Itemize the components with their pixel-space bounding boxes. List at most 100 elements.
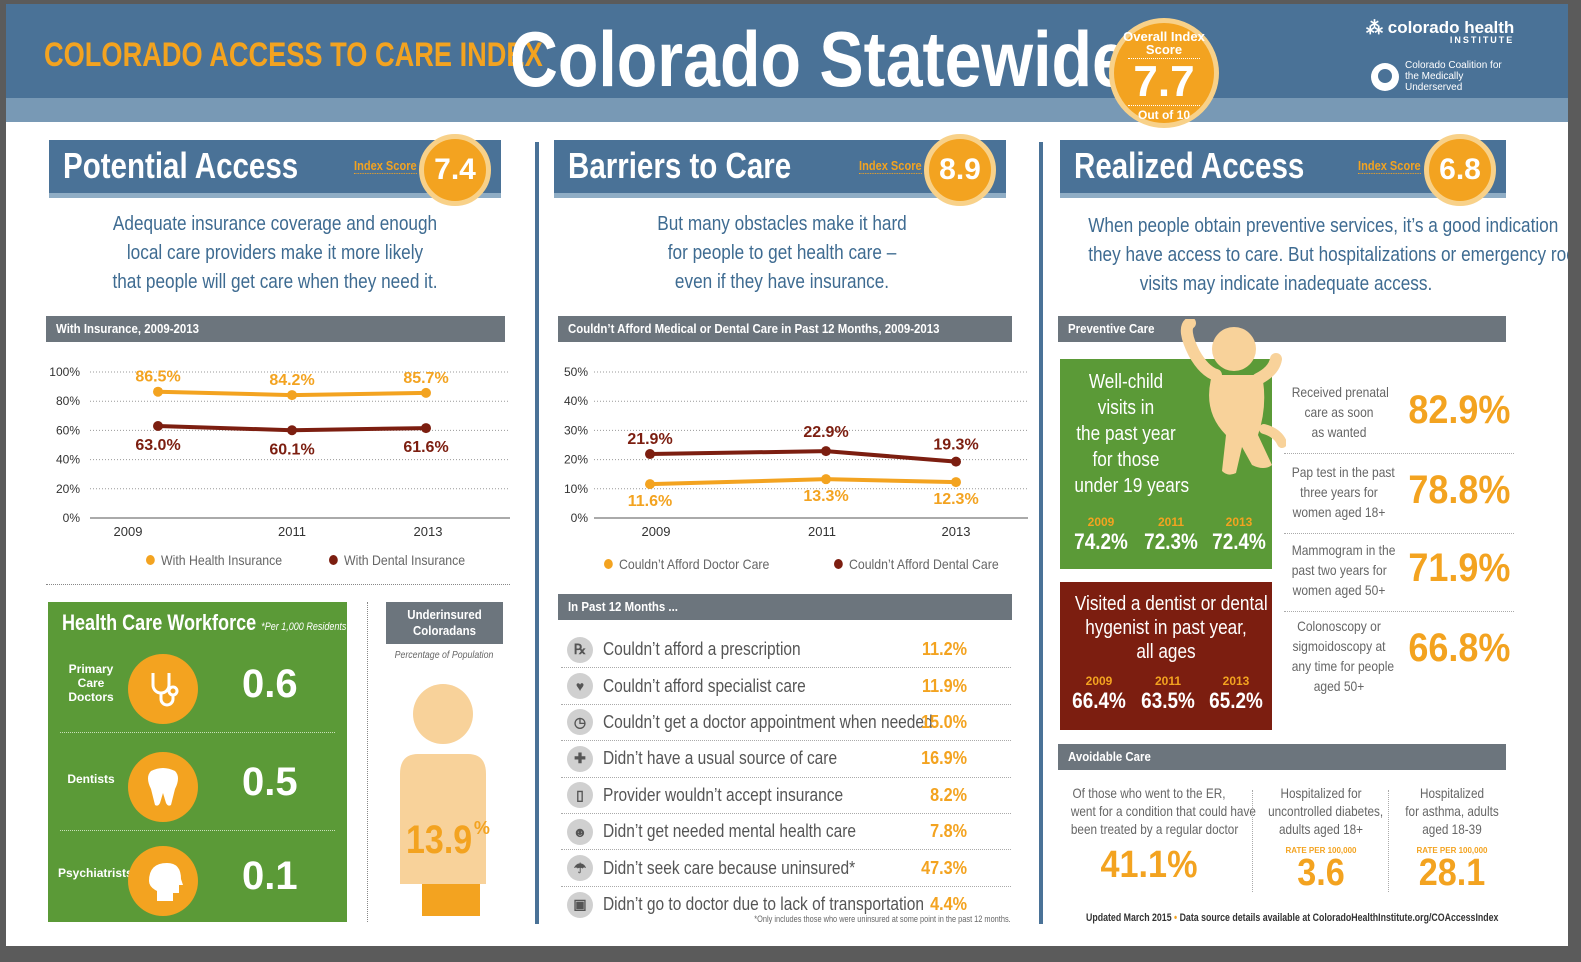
avoidable-desc-line: Hospitalized for	[1280, 785, 1362, 801]
intro-line: even if they have insurance.	[674, 271, 890, 293]
section-title: Realized Access	[1074, 145, 1305, 186]
past12-row: ☻ Didn’t get needed mental health care 7.8…	[561, 814, 1011, 851]
overall-score-value: 7.7	[1128, 58, 1200, 106]
past12-text: Couldn’t get a doctor appointment when n…	[603, 711, 933, 732]
stethoscope-icon	[128, 654, 198, 724]
underinsured-subtitle-text: Percentage of Population	[394, 650, 494, 661]
past12-value: 7.8%	[930, 821, 967, 842]
avoidable-item: Hospitalized for uncontrolled diabetes, ad…	[1258, 784, 1384, 894]
bus-icon: ▣	[567, 891, 593, 918]
index-score-label: Index Score	[859, 158, 922, 174]
page-footer: Updated March 2015 • Data source details…	[1086, 912, 1516, 924]
year-column: 2009 66.4%	[1064, 674, 1134, 714]
y-tick-label: 40%	[56, 453, 80, 467]
past12-text: Couldn’t afford a prescription	[603, 639, 801, 660]
index-subtitle: COLORADO ACCESS TO CARE INDEX	[44, 36, 543, 74]
data-label: 21.9%	[627, 431, 672, 448]
y-tick-label: 50%	[564, 365, 588, 379]
past-12-months-title: In Past 12 Months ...	[558, 594, 1012, 620]
dentist-title-line: hygenist in past year,	[1085, 617, 1247, 639]
well-child-title-line: the past year	[1076, 423, 1176, 445]
workforce-value: 0.6	[242, 662, 298, 706]
overall-score-outof: Out of 10	[1137, 108, 1190, 122]
preventive-desc-line: women aged 50+	[1292, 582, 1386, 598]
preventive-value: 66.8%	[1407, 626, 1510, 670]
workforce-title: Health Care Workforce *Per 1,000 Residen…	[62, 610, 346, 636]
year-column: 2011 63.5%	[1134, 674, 1202, 714]
workforce-label: Dentists	[67, 772, 115, 786]
avoidable-value: 3.6	[1297, 852, 1345, 894]
overall-score-label: Overall Index Score	[1123, 29, 1205, 57]
index-score-label: Index Score	[354, 158, 417, 174]
data-point	[153, 386, 163, 397]
clipboard-icon: ▯	[567, 782, 593, 809]
year-value: 74.2%	[1074, 529, 1128, 554]
data-point	[645, 449, 655, 460]
globe-icon	[1371, 62, 1399, 91]
workforce-row: Primary Care Doctors 0.6	[48, 648, 347, 738]
medical-cross-icon: ✚	[567, 745, 593, 772]
year-value: 72.4%	[1212, 529, 1266, 554]
x-tick-label: 2013	[942, 524, 971, 539]
legend-label: Couldn’t Afford Dental Care	[848, 556, 999, 572]
past-12-months-list: ℞ Couldn’t afford a prescription 11.2% ♥ Cou…	[561, 632, 1011, 923]
data-point	[287, 390, 297, 401]
past12-row: ◷ Couldn’t get a doctor appointment when …	[561, 705, 1011, 742]
intro-line: When people obtain preventive services, …	[1088, 215, 1559, 237]
data-label: 86.5%	[135, 369, 180, 386]
preventive-row: Colonoscopy or sigmoidoscopy at any time f…	[1284, 614, 1514, 694]
year-label: 2013	[1225, 515, 1253, 529]
data-label: 63.0%	[135, 437, 180, 454]
legend-item: With Health Insurance	[146, 552, 282, 568]
index-score-label: Index Score	[1358, 158, 1421, 174]
x-tick-label: 2011	[808, 524, 836, 539]
avoidable-desc-line: been treated by a regular doctor	[1070, 821, 1239, 837]
preventive-value: 78.8%	[1407, 468, 1510, 512]
head-icon	[128, 846, 198, 916]
preventive-desc: Pap test in the past three years for women…	[1284, 462, 1395, 522]
health-care-workforce-panel: Health Care Workforce *Per 1,000 Residen…	[48, 602, 347, 922]
well-child-title-line: for those	[1092, 449, 1160, 471]
year-label: 2009	[1085, 674, 1113, 688]
afford-chart-legend: Couldn’t Afford Doctor Care Couldn’t Aff…	[604, 556, 1021, 572]
past12-text: Didn’t go to doctor due to lack of trans…	[603, 894, 924, 915]
year-value: 65.2%	[1209, 688, 1263, 713]
clock-icon: ◷	[567, 709, 593, 736]
past12-value: 11.9%	[921, 675, 967, 696]
preventive-desc-line: care as soon	[1304, 404, 1374, 420]
intro-line: But many obstacles make it hard	[657, 213, 907, 235]
avoidable-desc-line: went for a condition that could have	[1070, 803, 1256, 819]
data-point	[153, 421, 163, 432]
avoidable-desc-line: Hospitalized	[1419, 785, 1485, 801]
avoidable-rate-label: RATE PER 100,000	[1285, 846, 1357, 855]
avoidable-desc-line: adults aged 18+	[1278, 821, 1364, 837]
insurance-chart-legend: With Health Insurance With Dental Insura…	[146, 552, 483, 568]
avoidable-rate-label: RATE PER 100,000	[1416, 846, 1488, 855]
year-column: 2011 72.3%	[1136, 515, 1206, 555]
y-tick-label: 0%	[571, 511, 589, 525]
ccmu-logo-text: Colorado Coalition for the Medically Und…	[1405, 60, 1502, 93]
data-label: 11.6%	[628, 493, 672, 510]
legend-item: Couldn’t Afford Dental Care	[833, 556, 999, 572]
intro-line: for people to get health care –	[667, 242, 897, 264]
footnote-text: *Only includes those who were uninsured …	[754, 914, 1011, 924]
workforce-value: 0.1	[242, 854, 298, 898]
x-tick-label: 2009	[114, 524, 143, 539]
workforce-note: *Per 1,000 Residents	[261, 621, 347, 633]
preventive-desc-line: Received prenatal	[1291, 384, 1389, 400]
footer-source: Data source details available at Colorad…	[1179, 912, 1499, 924]
data-point	[287, 425, 297, 436]
sparkle-icon: ⁂	[1366, 18, 1383, 37]
underinsured-percent: %	[473, 818, 490, 838]
past12-row: ▯ Provider wouldn’t accept insurance 8.2%	[561, 778, 1011, 814]
insurance-chart-title: With Insurance, 2009-2013	[46, 316, 505, 342]
y-tick-label: 20%	[56, 482, 80, 496]
ccmu-logo: Colorado Coalition for the Medically Und…	[1371, 60, 1513, 93]
page-title: Colorado Statewide	[510, 15, 1129, 103]
y-tick-label: 10%	[564, 482, 588, 496]
x-tick-label: 2009	[642, 524, 671, 539]
workforce-title-text: Health Care Workforce	[62, 610, 257, 635]
legend-swatch	[604, 559, 613, 569]
section-title: Barriers to Care	[568, 145, 792, 186]
year-column: 2009 74.2%	[1066, 515, 1136, 555]
